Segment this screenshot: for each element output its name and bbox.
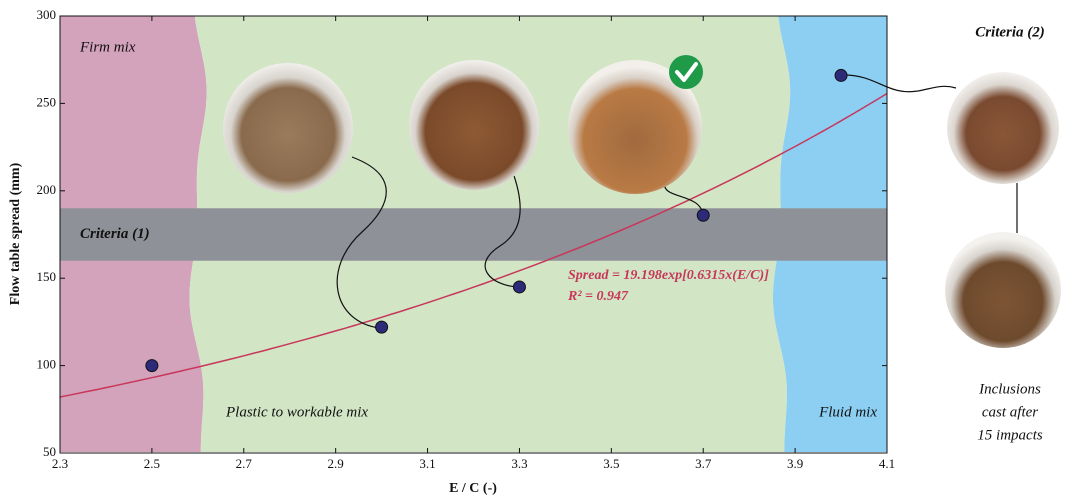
photos [223,55,1061,348]
y-tick-label: 50 [43,444,56,459]
x-tick-label: 2.3 [52,456,68,471]
x-tick-label: 3.9 [787,456,803,471]
photo [223,63,353,193]
y-tick-label: 150 [37,269,57,284]
region-label: Fluid mix [818,404,877,420]
side-caption: 15 impacts [977,427,1043,443]
photo [947,72,1059,184]
side-title: Criteria (2) [975,24,1045,40]
fit-equation: Spread = 19.198exp[0.6315x(E/C)] [568,268,769,283]
photo [945,232,1061,348]
data-point [834,68,848,82]
criteria-band [60,208,887,261]
region-label: Firm mix [79,39,136,55]
x-tick-label: 3.3 [511,456,527,471]
plot-frame [59,15,888,454]
data-point [696,208,710,222]
photo [568,60,702,194]
y-tick-label: 300 [37,7,57,22]
y-tick-label: 100 [37,357,57,372]
x-axis-label: E / C (-) [449,481,497,496]
check-badge [669,55,703,89]
data-point [512,280,526,294]
x-tick-label: 2.5 [144,456,160,471]
y-tick-label: 250 [37,94,57,109]
data-point [375,320,389,334]
data-point [145,359,159,373]
photo [409,60,539,190]
fit-r2: R² = 0.947 [567,289,629,304]
connector [840,74,957,93]
x-tick-label: 2.7 [236,456,253,471]
fit-curve [59,92,888,398]
check-mark [675,62,698,82]
x-tick-label: 3.7 [695,456,712,471]
y-tick-label: 200 [37,182,57,197]
x-tick-label: 2.9 [328,456,344,471]
side-caption: Inclusions [978,381,1041,397]
x-tick-label: 3.1 [419,456,435,471]
connector [336,156,387,329]
region-label: Plastic to workable mix [225,404,368,420]
side-caption: cast after [982,404,1038,420]
connector [484,169,521,288]
x-tick-label: 4.1 [879,456,895,471]
y-axis-label: Flow table spread (mm) [8,162,23,305]
x-tick-label: 3.5 [603,456,619,471]
band-label: Criteria (1) [80,226,150,242]
